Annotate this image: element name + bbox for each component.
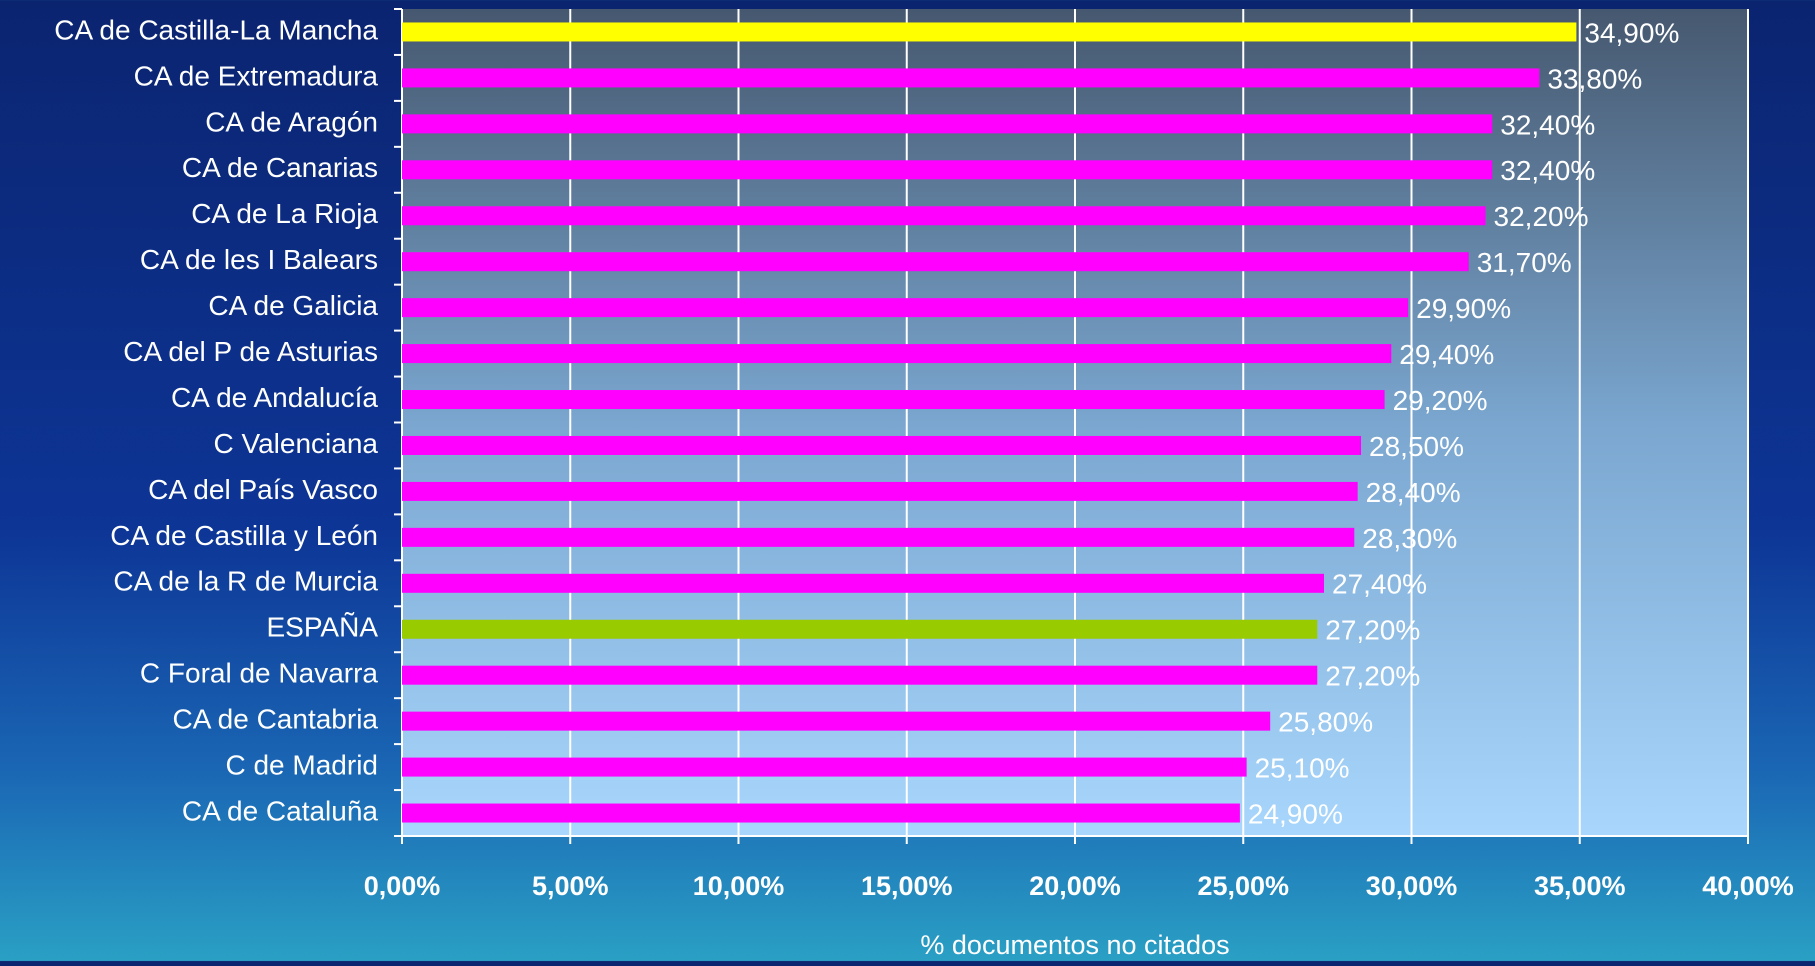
x-tick-label: 30,00% bbox=[1366, 871, 1458, 901]
data-label: 27,20% bbox=[1325, 661, 1420, 692]
bar bbox=[402, 481, 1358, 501]
data-label: 25,10% bbox=[1255, 752, 1350, 783]
data-label: 29,90% bbox=[1416, 293, 1511, 324]
x-axis-label: % documentos no citados bbox=[920, 930, 1229, 960]
data-label: 32,40% bbox=[1500, 109, 1595, 140]
y-tick-label: CA de Cataluña bbox=[182, 795, 379, 826]
y-tick-label: CA de Aragón bbox=[205, 106, 378, 137]
bar bbox=[402, 527, 1355, 547]
bar bbox=[402, 665, 1318, 685]
data-label: 32,40% bbox=[1500, 155, 1595, 186]
bar bbox=[402, 711, 1271, 731]
data-label: 27,40% bbox=[1332, 569, 1427, 600]
bar bbox=[402, 573, 1325, 593]
data-label: 27,20% bbox=[1325, 615, 1420, 646]
bar bbox=[402, 803, 1240, 823]
bar bbox=[402, 22, 1577, 42]
data-label: 29,40% bbox=[1399, 339, 1494, 370]
y-tick-label: CA de Galicia bbox=[208, 290, 378, 321]
x-tick-label: 5,00% bbox=[532, 871, 609, 901]
bar bbox=[402, 435, 1362, 455]
y-tick-label: ESPAÑA bbox=[266, 612, 378, 643]
x-tick-label: 20,00% bbox=[1029, 871, 1121, 901]
y-tick-label: CA de la R de Murcia bbox=[113, 566, 378, 597]
bar bbox=[402, 206, 1486, 226]
bar bbox=[402, 619, 1318, 639]
data-label: 24,90% bbox=[1248, 798, 1343, 829]
y-tick-label: C Valenciana bbox=[214, 428, 379, 459]
x-tick-label: 0,00% bbox=[364, 871, 441, 901]
data-label: 33,80% bbox=[1547, 63, 1642, 94]
y-tick-label: CA de Castilla y León bbox=[110, 520, 378, 551]
bar bbox=[402, 757, 1247, 777]
y-tick-label: CA del P de Asturias bbox=[123, 336, 378, 367]
data-label: 28,30% bbox=[1362, 523, 1457, 554]
data-label: 34,90% bbox=[1584, 17, 1679, 48]
bar bbox=[402, 160, 1493, 180]
bar bbox=[402, 252, 1469, 272]
y-tick-label: CA de Canarias bbox=[182, 152, 378, 183]
y-tick-label: CA de les I Balears bbox=[140, 244, 378, 275]
bar bbox=[402, 298, 1409, 318]
y-tick-label: CA de Extremadura bbox=[134, 60, 379, 91]
y-tick-label: C Foral de Navarra bbox=[140, 658, 379, 689]
y-tick-label: CA de Andalucía bbox=[171, 382, 378, 413]
x-tick-label: 25,00% bbox=[1197, 871, 1289, 901]
x-tick-label: 10,00% bbox=[693, 871, 785, 901]
bar bbox=[402, 344, 1392, 364]
y-tick-label: CA de Cantabria bbox=[173, 704, 379, 735]
y-tick-label: CA del País Vasco bbox=[148, 474, 378, 505]
data-label: 28,40% bbox=[1366, 477, 1461, 508]
data-label: 25,80% bbox=[1278, 707, 1373, 738]
data-label: 29,20% bbox=[1393, 385, 1488, 416]
y-tick-label: C de Madrid bbox=[225, 749, 378, 780]
bar bbox=[402, 114, 1493, 134]
y-tick-label: CA de Castilla-La Mancha bbox=[54, 14, 378, 45]
bar bbox=[402, 68, 1540, 88]
bar bbox=[402, 390, 1385, 410]
x-tick-label: 35,00% bbox=[1534, 871, 1626, 901]
data-label: 32,20% bbox=[1494, 201, 1589, 232]
x-tick-label: 15,00% bbox=[861, 871, 953, 901]
y-tick-label: CA de La Rioja bbox=[191, 198, 378, 229]
x-tick-label: 40,00% bbox=[1702, 871, 1794, 901]
data-label: 31,70% bbox=[1477, 247, 1572, 278]
data-label: 28,50% bbox=[1369, 431, 1464, 462]
